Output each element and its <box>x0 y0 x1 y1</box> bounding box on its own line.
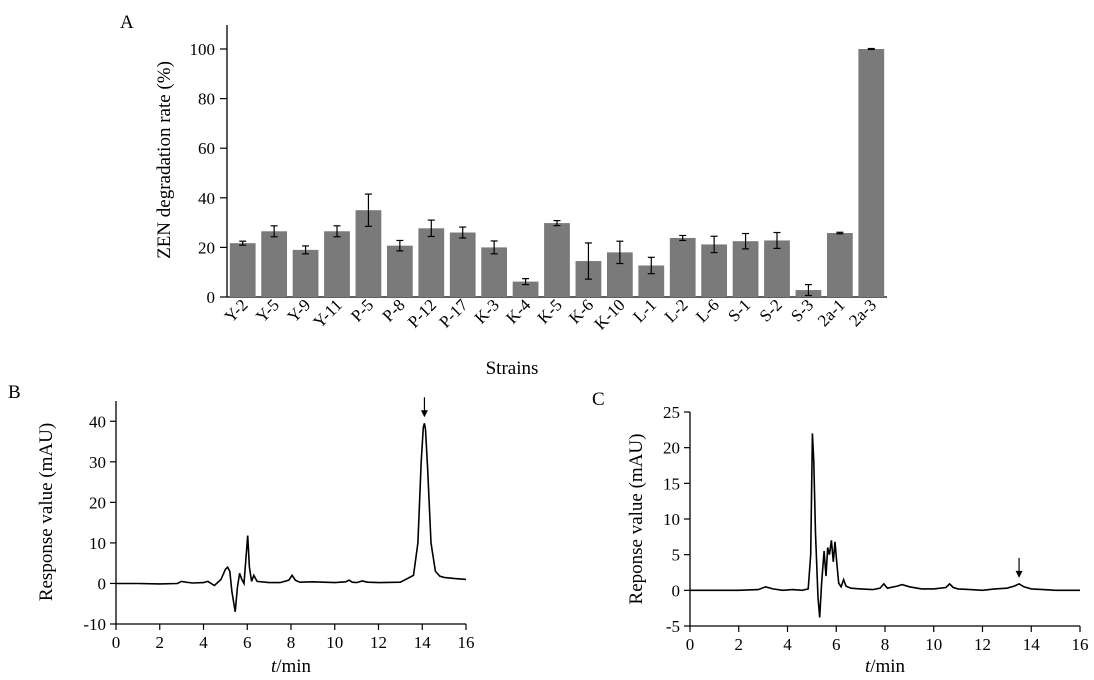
panel-a-bar <box>544 223 570 297</box>
panel-b-x-ticks: 0 2 4 6 8 10 12 14 16 <box>112 624 475 652</box>
panel-c-x-axis-title: t/min <box>865 656 906 677</box>
panel-c-x-tick-label: 10 <box>925 635 942 654</box>
panel-b-y-axis-title: Response value (mAU) <box>36 423 57 601</box>
panel-a-category-label: Y-9 <box>284 295 315 326</box>
panel-b-x-tick-label: 16 <box>458 633 475 652</box>
panel-b-y-tick-label: 0 <box>98 574 107 593</box>
panel-a-bars <box>229 49 885 297</box>
panel-c-x-tick-label: 14 <box>1023 635 1041 654</box>
panel-b-x-tick-label: 2 <box>156 633 165 652</box>
panel-a-bar <box>858 49 885 297</box>
panel-c-label: C <box>592 389 605 410</box>
panel-a-category-label: S-2 <box>756 295 786 325</box>
panel-b-x-tick-label: 4 <box>199 633 208 652</box>
panel-c-x-tick-label: 6 <box>832 635 841 654</box>
panel-a-category-label: L-2 <box>661 295 692 326</box>
panel-a-bar <box>324 231 350 297</box>
panel-a-category-label: 2a-3 <box>845 295 880 330</box>
panel-b-x-tick-label: 10 <box>326 633 343 652</box>
panel-a-category-label: S-3 <box>787 295 817 325</box>
panel-a-bar <box>732 241 759 297</box>
panel-b-x-tick-label: 0 <box>112 633 121 652</box>
panel-a-y-tick-label: 0 <box>207 288 216 307</box>
panel-a-category-label: P-5 <box>347 295 377 325</box>
panel-a-bar <box>449 232 476 297</box>
panel-a-category-label: Y-5 <box>252 295 283 326</box>
panel-c-x-tick-label: 12 <box>974 635 991 654</box>
panel-a-category-label: P-8 <box>379 295 409 325</box>
panel-b-y-tick-label: -10 <box>83 615 106 634</box>
panel-b-x-tick-label: 14 <box>414 633 432 652</box>
panel-a-x-axis-title: Strains <box>486 358 539 379</box>
panel-b-y-tick-label: 40 <box>89 412 106 431</box>
panel-c-y-tick-label: 0 <box>672 581 681 600</box>
panel-a-category-labels: Y-2 Y-5 Y-9Y-11 P-5 P-8P-12P-17 K-3 K-4 K-5 K-6K… <box>221 295 880 333</box>
panel-a-bar <box>669 237 696 297</box>
panel-c-series-line <box>690 433 1080 618</box>
panel-a-y-tick-label: 40 <box>198 189 215 208</box>
panel-a-bar <box>512 281 539 297</box>
panel-a-bar <box>764 240 790 297</box>
panel-a-category-label: L-1 <box>629 295 660 326</box>
panel-b-y-tick-label: 30 <box>89 453 106 472</box>
panel-a-y-axis-title: ZEN degradation rate (%) <box>154 61 175 259</box>
panel-a-category-label: L-6 <box>692 295 723 326</box>
panel-b-label: B <box>8 382 21 403</box>
panel-b-x-tick-label: 12 <box>370 633 387 652</box>
panel-a-bar <box>292 249 319 297</box>
panel-a-category-label: 2a-1 <box>814 295 849 330</box>
panel-a-y-ticks: 0 20 40 60 80 100 <box>190 40 227 307</box>
panel-a-category-label: K-10 <box>591 295 629 333</box>
panel-c-y-tick-label: -5 <box>666 617 680 636</box>
panel-b-peak-arrow <box>420 397 428 418</box>
panel-a-bar <box>418 228 445 297</box>
panel-a-category-label: K-5 <box>534 295 566 327</box>
panel-c-x-ticks: 0 2 4 6 8 10 12 14 16 <box>686 626 1089 654</box>
panel-a-category-label: Y-11 <box>309 295 345 331</box>
panel-c-y-tick-label: 5 <box>672 546 681 565</box>
panel-a-bar <box>826 233 853 297</box>
panel-c: C 0 2 4 6 8 10 12 14 16 -5 0 5 10 15 20 25 Reponse val… <box>592 389 1089 677</box>
panel-c-y-tick-label: 25 <box>663 403 680 422</box>
panel-c-peak-arrow <box>1015 557 1023 578</box>
panel-a-bar <box>261 231 288 297</box>
panel-a-category-label: Y-2 <box>221 295 252 326</box>
panel-a: A 0 20 40 60 80 100 Y-2 Y-5 Y-9Y-11 P-5 P-8P-12P-… <box>120 12 887 379</box>
panel-c-x-tick-label: 2 <box>735 635 744 654</box>
panel-b-x-axis-title: t/min <box>271 656 312 677</box>
arrow-head <box>1015 570 1023 578</box>
panel-c-x-tick-label: 8 <box>881 635 890 654</box>
panel-a-label: A <box>120 12 134 33</box>
panel-a-y-tick-label: 20 <box>198 238 215 257</box>
panel-a-category-label: P-12 <box>404 295 440 331</box>
panel-a-bar <box>481 247 508 297</box>
panel-a-bar <box>229 243 256 297</box>
panel-a-y-tick-label: 100 <box>190 40 216 59</box>
panel-b-series-line <box>116 423 467 612</box>
panel-c-y-ticks: -5 0 5 10 15 20 25 <box>663 403 690 636</box>
panel-a-category-label: K-3 <box>471 295 503 327</box>
panel-b-x-tick-label: 6 <box>243 633 252 652</box>
arrow-head <box>420 410 428 418</box>
panel-b-y-ticks: -10 0 10 20 30 40 <box>83 412 116 634</box>
panel-c-y-axis-title: Reponse value (mAU) <box>626 434 647 605</box>
panel-c-y-tick-label: 10 <box>663 510 680 529</box>
panel-a-error-bars <box>239 47 875 297</box>
panel-a-category-label: K-4 <box>502 295 534 327</box>
panel-c-x-tick-label: 0 <box>686 635 695 654</box>
panel-b-x-tick-label: 8 <box>287 633 296 652</box>
panel-c-y-tick-label: 20 <box>663 439 680 458</box>
panel-a-y-tick-label: 80 <box>198 90 215 109</box>
panel-c-x-tick-label: 16 <box>1072 635 1089 654</box>
panel-c-x-tick-label: 4 <box>783 635 792 654</box>
panel-a-bar <box>386 245 413 297</box>
panel-a-category-label: P-17 <box>435 295 471 331</box>
panel-a-category-label: S-1 <box>724 295 754 325</box>
panel-a-y-tick-label: 60 <box>198 139 215 158</box>
panel-b-y-tick-label: 20 <box>89 493 106 512</box>
panel-c-y-tick-label: 15 <box>663 474 680 493</box>
panel-b-y-tick-label: 10 <box>89 534 106 553</box>
panel-b: B 0 2 4 6 8 10 12 14 16 -10 0 10 20 30 40 Response va… <box>8 382 475 677</box>
